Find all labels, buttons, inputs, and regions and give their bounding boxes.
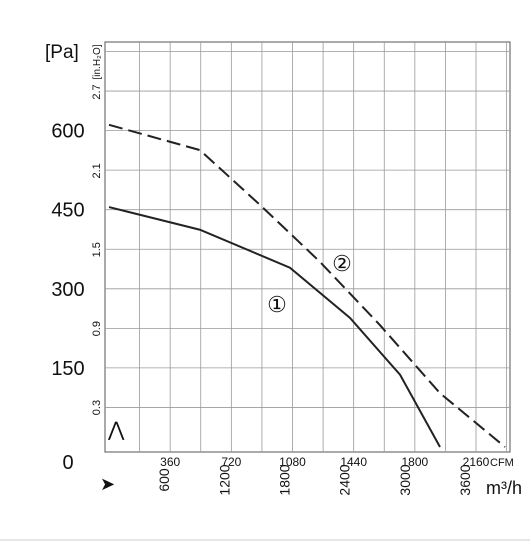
y2-axis-label: [in.H₂O] [92, 44, 103, 79]
curve [108, 206, 441, 448]
x2-axis-label: m³/h [486, 478, 522, 498]
x2-tick-label: 3600 [457, 464, 473, 495]
x-tick-label: 720 [221, 455, 241, 469]
legend-label: ① [267, 292, 287, 317]
y-tick-label: 450 [51, 200, 84, 222]
x-tick-label: 360 [160, 455, 180, 469]
y2-tick-label: 2.1 [91, 163, 103, 178]
y-tick-label: 150 [51, 358, 84, 380]
y-arrow: ⋀ [107, 419, 125, 441]
x2-tick-label: 1200 [216, 464, 232, 495]
x2-tick-label: 3000 [397, 464, 413, 495]
y2-tick-label: 0.9 [91, 321, 103, 336]
x2-tick-label: 600 [156, 468, 172, 492]
x-tick-label: 1440 [340, 455, 367, 469]
x-tick-label: 1080 [279, 455, 306, 469]
y-tick-label: 600 [51, 121, 84, 143]
x-tick-label: 2160 [463, 455, 490, 469]
y-tick-label: 0 [62, 452, 73, 474]
plot-frame [104, 41, 511, 453]
legend-label: ② [332, 251, 352, 276]
x2-tick-label: 2400 [337, 464, 353, 495]
y2-tick-label: 0.3 [91, 400, 103, 415]
y-tick-label: 300 [51, 279, 84, 301]
y2-tick-label: 1.5 [91, 242, 103, 257]
y-axis-label: [Pa] [45, 42, 79, 63]
x2-tick-label: 1800 [276, 464, 292, 495]
x-tick-label: 1800 [401, 455, 428, 469]
y2-tick-label: 2.7 [91, 84, 103, 99]
x-axis-label: CFM [490, 457, 514, 469]
x-arrow: ➤ [100, 474, 115, 494]
